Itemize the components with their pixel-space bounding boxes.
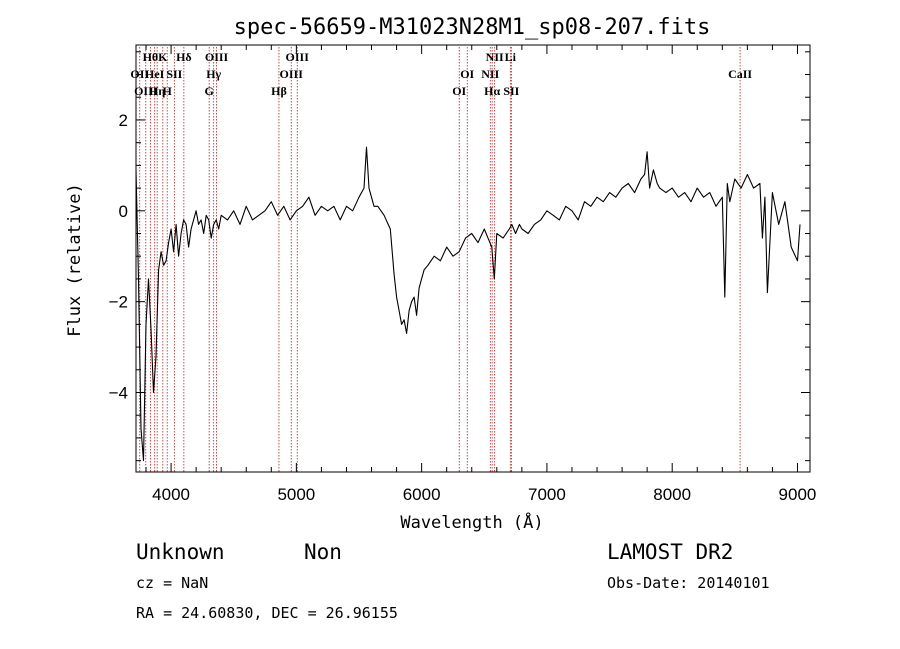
spectral-line-labels: OII OIII Hθ HeI Hη K H SII Hδ G Hγ OIII Hβ OIII OIII OI… <box>130 50 752 98</box>
redshift-cz: cz = NaN <box>136 574 208 592</box>
object-class: Unknown <box>136 540 225 564</box>
spectral-line-label: OIII <box>280 67 304 81</box>
spectral-line-label: G <box>204 84 213 98</box>
spectral-line-markers <box>139 47 741 472</box>
x-tick-label: 4000 <box>152 485 190 504</box>
x-axis-ticks: 4000 5000 6000 7000 8000 9000 <box>145 45 817 504</box>
spectral-line-label: HeI <box>145 67 165 81</box>
spectral-line-label: Hβ <box>271 84 287 98</box>
spectral-line-label: OI <box>452 84 466 98</box>
x-tick-label: 8000 <box>653 485 691 504</box>
spectral-line-label: OIII <box>134 84 158 98</box>
spectral-line-label: Hα <box>484 84 500 98</box>
object-subclass: Non <box>304 540 342 564</box>
spectral-line-label: Hη <box>149 84 165 98</box>
spectral-line-label: CaII <box>728 67 752 81</box>
spectral-line-label: OII <box>130 67 149 81</box>
spectral-line-label: Hθ <box>143 50 159 64</box>
spectral-line-label: OIII <box>286 50 310 64</box>
y-tick-label: −2 <box>109 293 128 312</box>
spectral-line-label: OI <box>460 67 474 81</box>
spectral-line-label: K <box>158 50 168 64</box>
plot-frame <box>135 44 811 473</box>
y-tick-label: −4 <box>109 384 128 403</box>
chart-title: spec-56659-M31023N28M1_sp08-207.fits <box>234 15 711 40</box>
spectral-line-label: SII <box>503 84 519 98</box>
observation-date: Obs-Date: 20140101 <box>607 574 770 592</box>
x-tick-label: 7000 <box>528 485 566 504</box>
spectrum-line <box>135 146 801 462</box>
x-tick-label: 9000 <box>779 485 817 504</box>
spectral-line-label: Hδ <box>176 50 192 64</box>
y-axis-label: Flux (relative) <box>65 183 85 337</box>
spectral-line-label: Li <box>505 50 517 64</box>
survey-name: LAMOST DR2 <box>607 540 733 564</box>
x-tick-label: 6000 <box>403 485 441 504</box>
spectral-line-label: Hγ <box>206 67 221 81</box>
spectral-line-label: OIII <box>205 50 229 64</box>
y-tick-label: 2 <box>119 111 128 130</box>
spectral-line-label: NII <box>486 50 504 64</box>
y-tick-label: 0 <box>119 202 128 221</box>
spectral-line-label: H <box>163 84 173 98</box>
ra-dec-coordinates: RA = 24.60830, DEC = 26.96155 <box>136 604 398 622</box>
spectral-line-label: NII <box>481 67 499 81</box>
x-axis-label: Wavelength (Å) <box>400 511 543 533</box>
y-axis-ticks: −4 −2 0 2 <box>109 51 810 462</box>
x-tick-label: 5000 <box>277 485 315 504</box>
spectral-line-label: SII <box>166 67 182 81</box>
